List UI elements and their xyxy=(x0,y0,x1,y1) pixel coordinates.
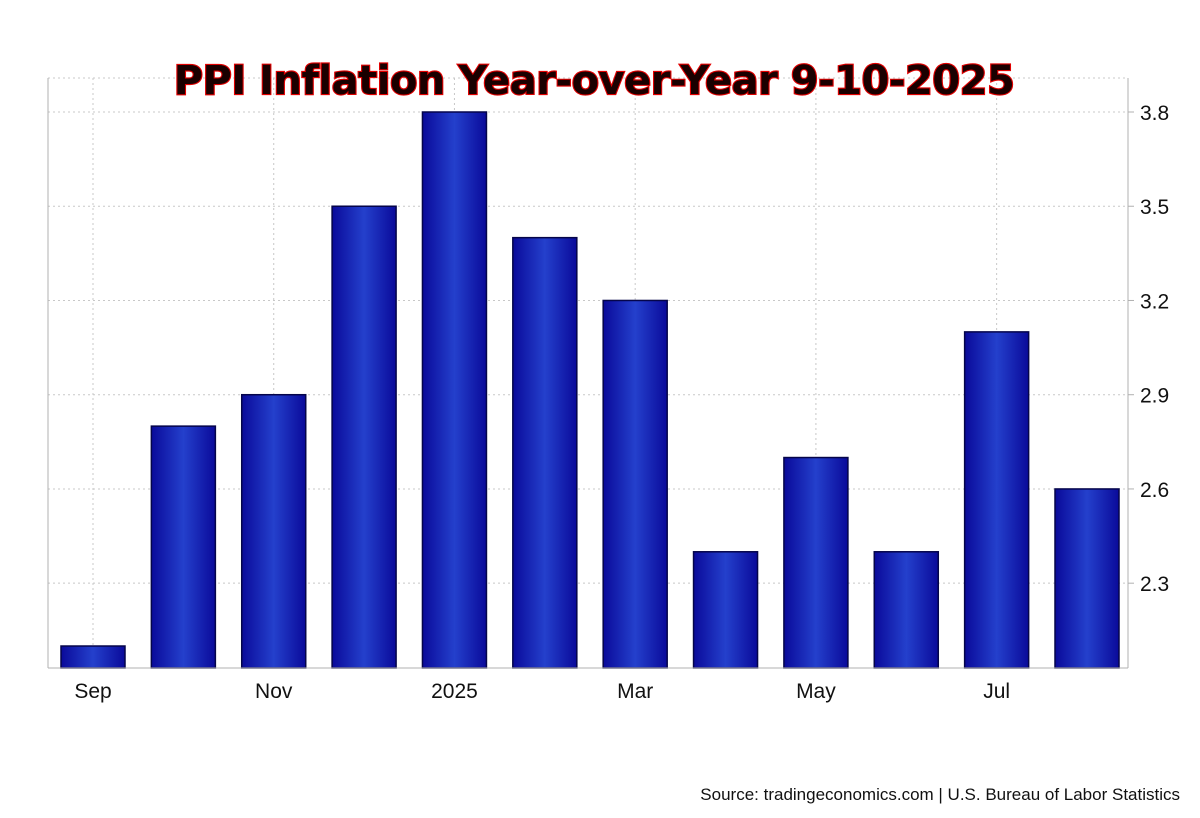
y-tick-label-2.9: 2.9 xyxy=(1140,385,1169,408)
y-tick-label-2.3: 2.3 xyxy=(1140,573,1169,596)
y-tick-label-2.6: 2.6 xyxy=(1140,479,1169,502)
chart-title: PPI Inflation Year-over-Year 9-10-2025 xyxy=(174,58,1015,104)
bar-jul-2025 xyxy=(963,331,1030,669)
bar-jun-2025 xyxy=(873,551,940,669)
bar-dec-2024 xyxy=(331,205,397,669)
x-tick-label-may: May xyxy=(796,680,836,703)
bar-jan-2025 xyxy=(421,111,488,669)
axes xyxy=(47,78,1134,669)
bar-feb-2025 xyxy=(512,236,578,669)
bar-aug-2025 xyxy=(1054,488,1120,669)
bar-mar-2025 xyxy=(602,299,668,669)
bar-oct-2024 xyxy=(150,425,217,669)
source-attribution: Source: tradingeconomics.com | U.S. Bure… xyxy=(700,785,1180,804)
x-tick-label-mar: Mar xyxy=(617,680,653,703)
bars xyxy=(60,111,1120,669)
bar-apr-2025 xyxy=(692,551,759,669)
y-tick-label-3.2: 3.2 xyxy=(1140,290,1169,313)
x-tick-label-2025: 2025 xyxy=(431,680,478,703)
x-tick-label-jul: Jul xyxy=(983,680,1010,703)
x-tick-labels: Sep Nov 2025 Mar May Jul xyxy=(74,680,1010,703)
y-tick-label-3.5: 3.5 xyxy=(1140,196,1169,219)
y-tick-label-3.8: 3.8 xyxy=(1140,102,1169,125)
bar-may-2025 xyxy=(783,456,849,669)
x-tick-label-sep: Sep xyxy=(74,680,111,703)
bar-sep-2024 xyxy=(60,645,126,669)
bar-nov-2024 xyxy=(240,393,307,669)
x-tick-label-nov: Nov xyxy=(255,680,293,703)
y-tick-labels: 2.3 2.6 2.9 3.2 3.5 3.8 xyxy=(1140,102,1169,596)
